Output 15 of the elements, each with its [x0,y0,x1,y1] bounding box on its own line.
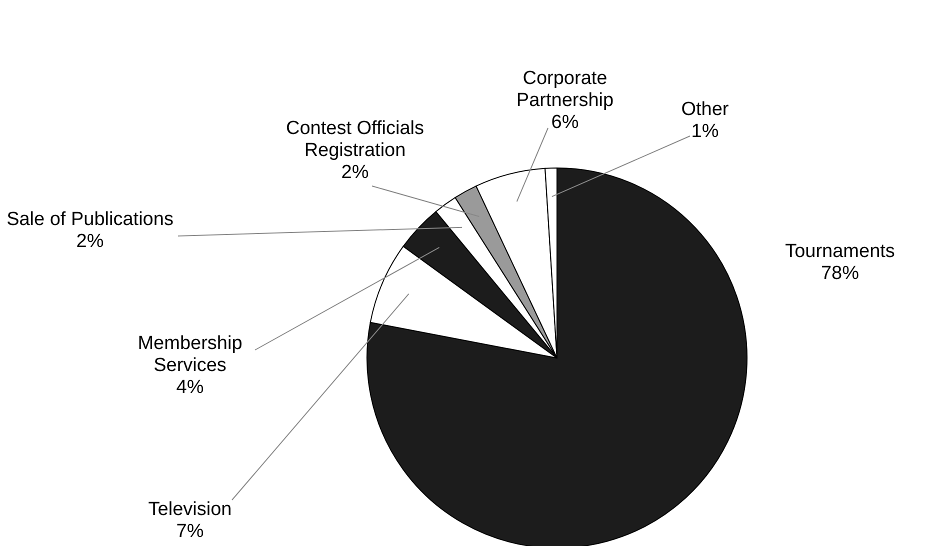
data-label: 1% [691,121,719,142]
data-label: 2% [341,162,369,183]
slice-label: Tournaments [785,241,895,262]
data-label: 78% [820,263,860,284]
data-label: 6% [551,112,579,133]
data-label: 2% [76,231,104,252]
slice-label: Contest Officials Registration [286,118,424,161]
slice-label: Sale of Publications [6,209,174,230]
slice-label: Television [148,499,232,520]
data-label: 7% [176,521,204,542]
slice-label: Other [681,99,730,120]
data-label: 4% [176,377,204,398]
pie-slice [366,168,748,546]
slice-label: Membership Services [138,333,242,376]
slice-label: Corporate Partnership [516,68,614,111]
